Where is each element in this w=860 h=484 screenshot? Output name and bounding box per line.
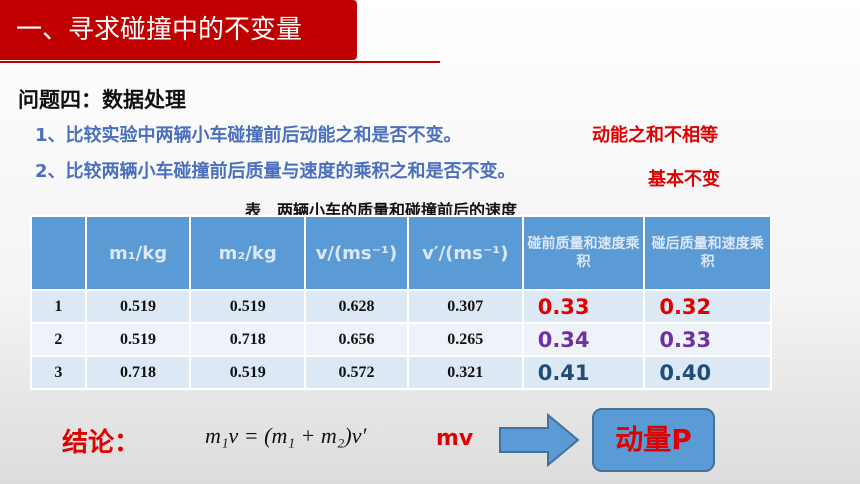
table-cell: 0.519 <box>189 289 307 324</box>
table-cell: 0.718 <box>189 322 307 357</box>
header-cell: 碰前质量和速度乘积 <box>521 215 646 291</box>
header-rule <box>0 61 440 63</box>
table-cell: 0.33 <box>521 289 646 324</box>
header-cell: m₂/kg <box>189 215 307 291</box>
result-box: 动量P <box>592 408 715 472</box>
quantity: mv <box>436 426 474 451</box>
table-cell: 3 <box>30 355 87 390</box>
question-title: 问题四：数据处理 <box>18 88 186 112</box>
header-title: 一、寻求碰撞中的不变量 <box>0 0 357 60</box>
header-cell: 碰后质量和速度乘积 <box>643 215 772 291</box>
header-row: m₁/kg m₂/kg v/(ms⁻¹) v′/(ms⁻¹) 碰前质量和速度乘积… <box>30 215 772 291</box>
header-cell: m₁/kg <box>84 215 192 291</box>
table-cell: 0.265 <box>406 322 524 357</box>
table-cell: 0.519 <box>84 322 192 357</box>
table-cell: 0.519 <box>84 289 192 324</box>
item-note: 基本不变 <box>648 169 720 190</box>
formula: m₁v = (m₁ + m₂)v′ <box>205 423 367 448</box>
data-table: m₁/kg m₂/kg v/(ms⁻¹) v′/(ms⁻¹) 碰前质量和速度乘积… <box>30 215 772 390</box>
item-note: 动能之和不相等 <box>592 125 718 146</box>
table-cell: 2 <box>30 322 87 357</box>
table-row: 1 0.519 0.519 0.628 0.307 0.33 0.32 <box>30 289 772 324</box>
table-cell: 0.307 <box>406 289 524 324</box>
table-cell: 0.628 <box>304 289 409 324</box>
table-cell: 0.572 <box>304 355 409 390</box>
table-row: 3 0.718 0.519 0.572 0.321 0.41 0.40 <box>30 355 772 390</box>
header-cell: v/(ms⁻¹) <box>304 215 409 291</box>
table-cell: 0.33 <box>643 322 772 357</box>
table-cell: 0.519 <box>189 355 307 390</box>
table-cell: 0.321 <box>406 355 524 390</box>
table-cell: 0.40 <box>643 355 772 390</box>
table-cell: 0.718 <box>84 355 192 390</box>
table-cell: 0.656 <box>304 322 409 357</box>
item-text: 1、比较实验中两辆小车碰撞前后动能之和是否不变。 <box>35 125 462 146</box>
table-cell: 0.32 <box>643 289 772 324</box>
table-cell: 0.34 <box>521 322 646 357</box>
table-cell: 0.41 <box>521 355 646 390</box>
item-text: 2、比较两辆小车碰撞前后质量与速度的乘积之和是否不变。 <box>35 161 516 182</box>
header-cell <box>30 215 87 291</box>
table-cell: 1 <box>30 289 87 324</box>
header-cell: v′/(ms⁻¹) <box>406 215 524 291</box>
table-row: 2 0.519 0.718 0.656 0.265 0.34 0.33 <box>30 322 772 357</box>
arrow <box>499 412 580 468</box>
conclusion-label: 结论： <box>62 428 141 458</box>
